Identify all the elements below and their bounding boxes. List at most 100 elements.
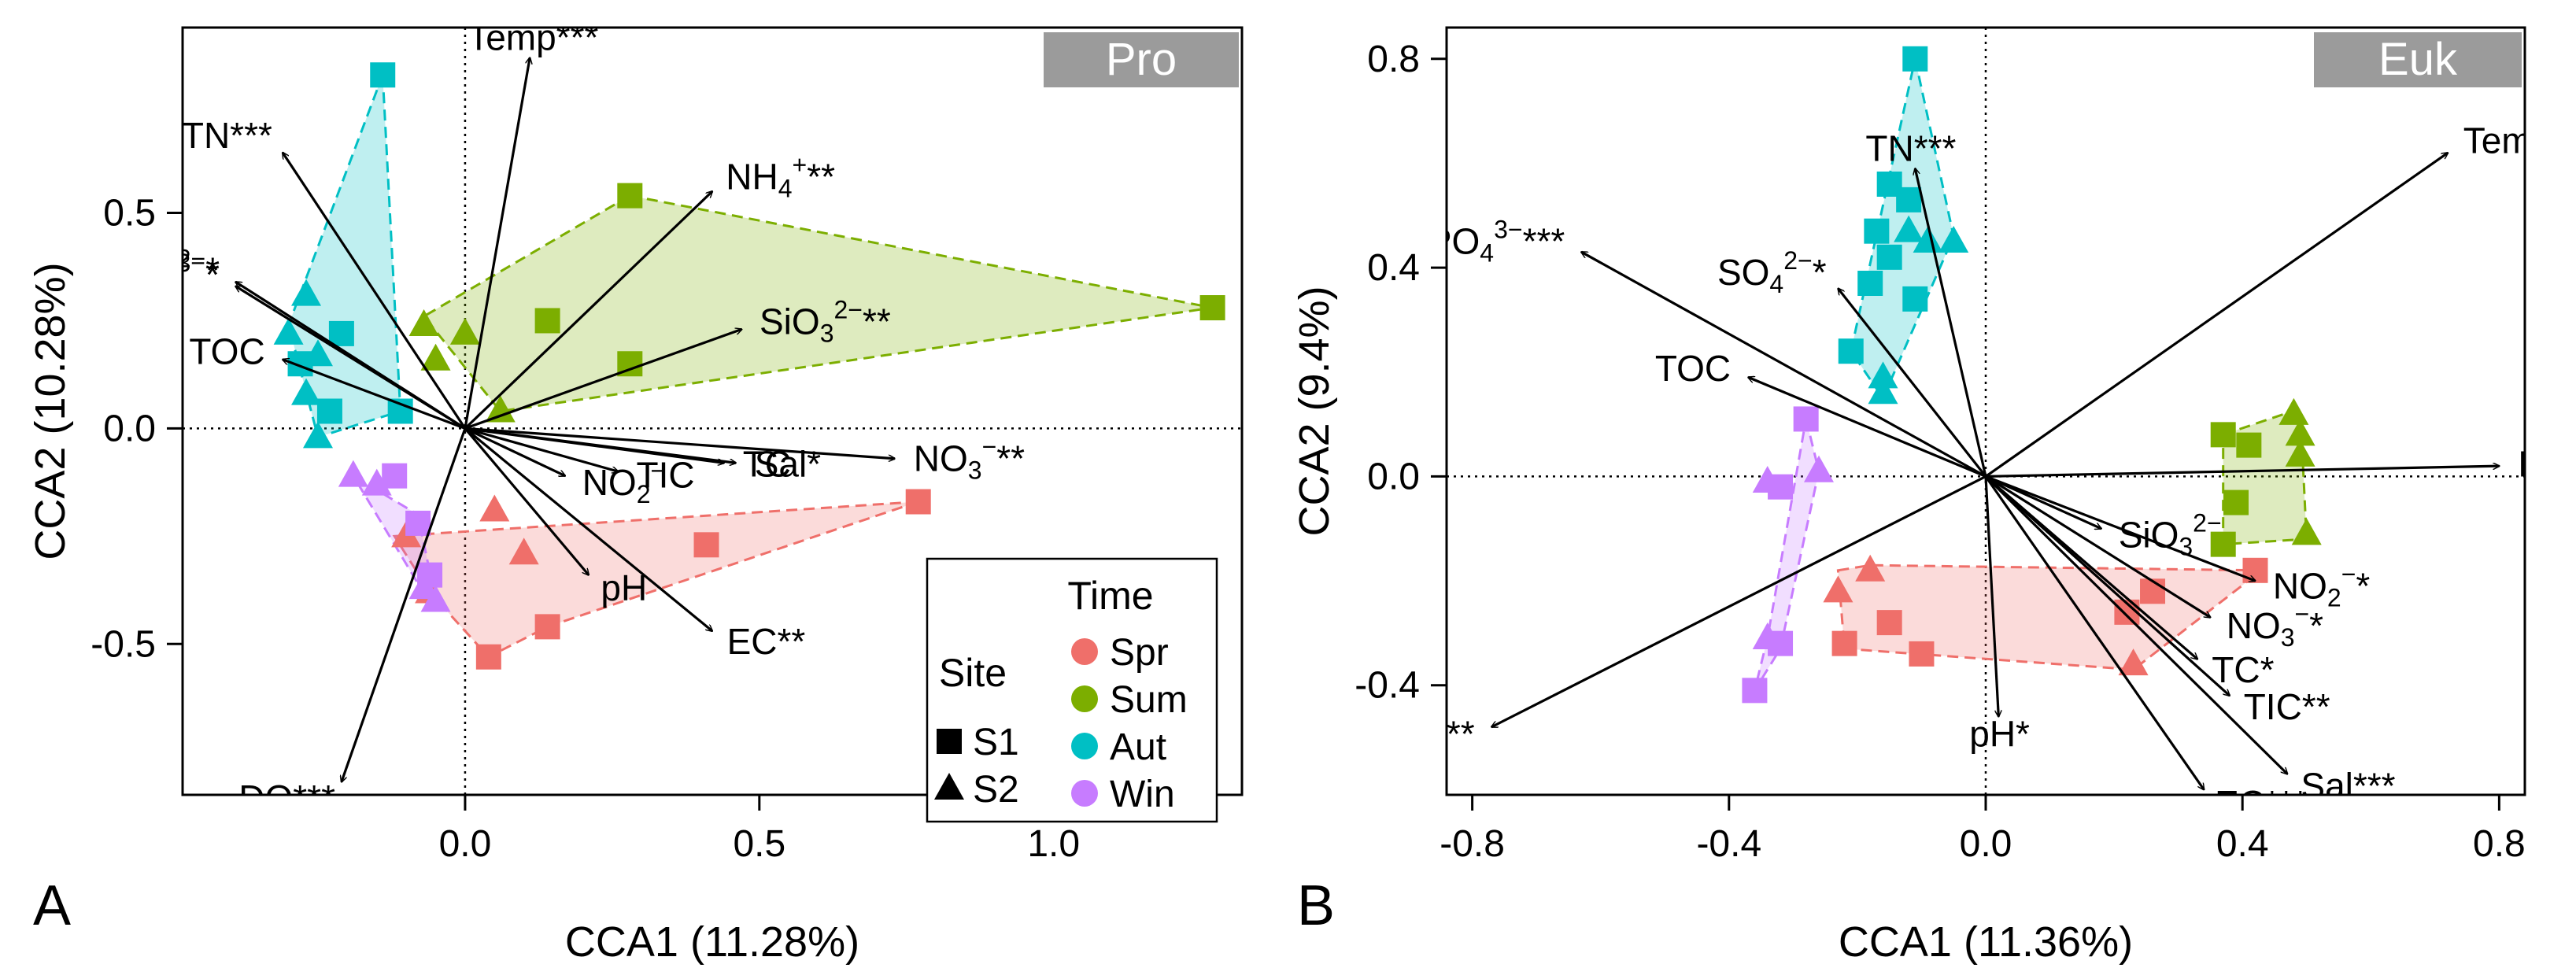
point-win-s1: [1742, 678, 1768, 704]
arrow-label-nh: NH4+***: [2518, 438, 2576, 490]
point-win-s2: [1752, 466, 1783, 493]
point-sum-s1: [617, 183, 643, 209]
legend-dot-spr: [1071, 638, 1098, 665]
arrow-label-temp: Temp***: [2463, 120, 2576, 161]
arrow-label-do: DO***: [1378, 714, 1475, 755]
arrow-label-sal: Sal***: [2301, 765, 2395, 806]
point-aut-s2: [1938, 225, 1969, 253]
point-aut-s2: [291, 279, 322, 306]
arrow-label-po: PO43−***: [1428, 216, 1565, 268]
arrow-label-so: SO42−*: [110, 244, 220, 296]
point-win-s2: [338, 460, 368, 487]
plot-frame: [181, 26, 1244, 796]
x-tick-label: 0.4: [2216, 823, 2269, 865]
arrow-label-toc: TOC: [189, 331, 264, 371]
point-sum-s2: [408, 308, 439, 336]
point-spr-s1: [534, 614, 560, 640]
arrow-sal: [1984, 475, 2287, 774]
arrow-nh: [464, 191, 712, 430]
y-axis-title: CCA2 (9.4%): [1291, 286, 1338, 536]
arrow-do: [342, 427, 467, 781]
arrow-label-ec: EC**: [727, 621, 806, 662]
arrow-ec: [464, 427, 712, 630]
point-aut-s1: [1857, 271, 1883, 296]
arrow-label-tn: TN***: [182, 115, 272, 156]
y-tick-label: 0.4: [1367, 247, 1420, 289]
point-spr-s2: [1823, 575, 1853, 603]
arrow-label-no: NO3−*: [2227, 600, 2323, 652]
legend-time-title: Time: [1067, 574, 1153, 618]
point-win-s1: [1793, 406, 1819, 432]
point-spr-s2: [479, 494, 510, 522]
x-tick-label: 0.0: [1960, 823, 2012, 865]
point-sum-s2: [2285, 439, 2315, 467]
point-aut-s1: [370, 62, 396, 88]
panel-letter: B: [1297, 874, 1335, 937]
point-sum-s1: [2236, 432, 2262, 458]
arrow-label-no: NO2−*: [2273, 560, 2370, 612]
point-win-s1: [405, 510, 431, 536]
arrow-po: [1581, 250, 1987, 478]
arrow-no: [1985, 475, 2256, 581]
panel-letter: A: [33, 874, 71, 937]
arrow-label-sio: SiO32−**: [759, 295, 891, 347]
y-tick-label: 0.8: [1367, 39, 1420, 80]
legend-time-label: Aut: [1110, 726, 1166, 768]
arrow-label-ec: EC***: [2215, 783, 2308, 824]
arrow-sal: [464, 427, 736, 463]
arrow-label-tic: TIC: [637, 455, 695, 496]
arrow-ec: [1984, 475, 2204, 789]
title-box: [2314, 32, 2522, 87]
arrow-so: [1838, 289, 1987, 478]
arrow-nh: [1985, 466, 2499, 478]
point-aut-s1: [328, 320, 354, 346]
arrow-sio: [464, 329, 741, 430]
legend-time-label: Sum: [1110, 679, 1188, 721]
point-aut-s1: [1838, 338, 1864, 364]
arrow-label-tic: TIC**: [2244, 686, 2330, 727]
point-aut-s1: [1902, 286, 1928, 312]
arrow-toc: [283, 360, 466, 430]
arrow-label-tc: TC*: [2212, 649, 2274, 690]
y-tick-label: 0.5: [103, 193, 156, 235]
point-sum-s1: [2223, 490, 2249, 515]
panel-B: TN***PO43−***SO42−*TOCTemp***NH4+***SiO3…: [1291, 26, 2576, 966]
point-sum-s2: [485, 395, 516, 423]
arrow-label-tn: TN***: [1865, 128, 1956, 169]
point-win-s2: [1752, 622, 1783, 650]
point-aut-s2: [1913, 225, 1943, 253]
point-spr-s1: [905, 489, 931, 515]
legend: Time Spr Sum Aut Win Site S1 S2: [926, 557, 1218, 823]
point-win-s2: [361, 468, 392, 496]
legend-dot-aut: [1071, 733, 1098, 759]
arrow-label-toc: TOC: [1655, 348, 1731, 389]
y-axis-title: CCA2 (10.28%): [27, 262, 74, 560]
point-sum-s2: [2291, 518, 2322, 545]
point-aut-s2: [302, 421, 333, 449]
point-spr-s2: [2118, 648, 2149, 676]
point-spr-s1: [1909, 641, 1935, 667]
point-sum-s1: [534, 308, 560, 334]
point-spr-s2: [508, 538, 539, 565]
point-sum-s1: [2210, 531, 2236, 557]
point-sum-s2: [420, 343, 451, 371]
arrow-label-ph: pH*: [1969, 714, 2030, 755]
point-aut-s2: [302, 339, 333, 367]
point-aut-s1: [1864, 218, 1890, 244]
point-win-s2: [1803, 455, 1834, 482]
panel-title: Euk: [2378, 34, 2458, 85]
point-spr-s2: [1855, 554, 1886, 582]
point-win-s2: [408, 572, 439, 600]
arrow-no: [464, 427, 895, 458]
arrow-temp: [464, 57, 530, 429]
arrow-label-sal: Sal*: [755, 443, 821, 484]
point-aut-s1: [387, 398, 413, 424]
point-aut-s1: [1902, 46, 1928, 72]
point-aut-s1: [1876, 244, 1902, 270]
arrow-tic: [464, 427, 618, 471]
point-aut-s2: [1868, 361, 1898, 389]
arrow-label-temp: Temp***: [468, 17, 598, 58]
point-sum-s2: [449, 317, 480, 345]
y-tick-label: 0.0: [1367, 456, 1420, 497]
arrow-tic: [1984, 475, 2230, 696]
